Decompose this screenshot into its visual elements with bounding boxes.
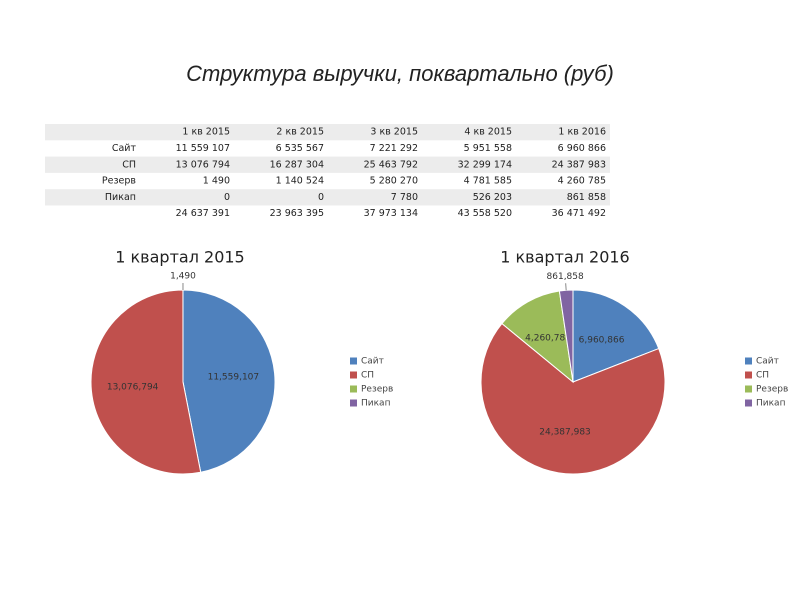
table-cell: 7 221 292 bbox=[370, 143, 418, 154]
page-title: Структура выручки, поквартально (руб) bbox=[186, 61, 614, 86]
data-label: 4,260,785 bbox=[525, 333, 571, 343]
data-label: 6,960,866 bbox=[579, 336, 625, 346]
table-cell: 1 490 bbox=[203, 176, 230, 187]
data-label: 24,387,983 bbox=[539, 427, 591, 437]
data-label: 11,559,107 bbox=[208, 373, 260, 383]
table-total: 23 963 395 bbox=[270, 208, 324, 219]
table-header: 1 кв 2016 bbox=[558, 127, 606, 138]
legend-label: СП bbox=[756, 371, 769, 381]
legend-swatch bbox=[745, 372, 752, 379]
table-cell: 5 951 558 bbox=[464, 143, 512, 154]
table-cell: 5 280 270 bbox=[370, 176, 418, 187]
table-cell: 0 bbox=[224, 192, 230, 203]
table-header: 1 кв 2015 bbox=[182, 127, 230, 138]
legend-label: Резерв bbox=[361, 385, 393, 395]
table-row-label: Сайт bbox=[112, 143, 137, 154]
chart-title: 1 квартал 2015 bbox=[115, 248, 244, 267]
table-total: 37 973 134 bbox=[364, 208, 418, 219]
legend-label: Сайт bbox=[756, 357, 779, 367]
legend-swatch bbox=[745, 400, 752, 407]
table-header: 2 кв 2015 bbox=[276, 127, 324, 138]
legend-swatch bbox=[745, 358, 752, 365]
table-cell: 4 260 785 bbox=[558, 176, 606, 187]
table-cell: 4 781 585 bbox=[464, 176, 512, 187]
table-row-label: Резерв bbox=[102, 176, 137, 187]
table-total: 43 558 520 bbox=[458, 208, 512, 219]
table-header: 4 кв 2015 bbox=[464, 127, 512, 138]
legend-swatch bbox=[350, 372, 357, 379]
data-label: 13,076,794 bbox=[107, 382, 159, 392]
legend-label: СП bbox=[361, 371, 374, 381]
table-row-bg bbox=[45, 124, 610, 140]
table-total: 24 637 391 bbox=[176, 208, 230, 219]
legend-swatch bbox=[745, 386, 752, 393]
legend-swatch bbox=[350, 358, 357, 365]
legend-swatch bbox=[350, 386, 357, 393]
legend-swatch bbox=[350, 400, 357, 407]
table-cell: 861 858 bbox=[567, 192, 606, 203]
table-cell: 13 076 794 bbox=[176, 159, 230, 170]
table-cell: 526 203 bbox=[473, 192, 512, 203]
data-label: 861,858 bbox=[547, 272, 584, 282]
table-header: 3 кв 2015 bbox=[370, 127, 418, 138]
table-row-label: Пикап bbox=[105, 192, 136, 203]
table-cell: 7 780 bbox=[391, 192, 418, 203]
leader-line bbox=[566, 283, 567, 290]
table-cell: 6 960 866 bbox=[558, 143, 606, 154]
table-cell: 16 287 304 bbox=[270, 159, 324, 170]
table-cell: 11 559 107 bbox=[176, 143, 230, 154]
legend-label: Пикап bbox=[756, 399, 786, 409]
table-cell: 25 463 792 bbox=[364, 159, 418, 170]
legend-label: Пикап bbox=[361, 399, 391, 409]
table-cell: 32 299 174 bbox=[458, 159, 512, 170]
table-row-label: СП bbox=[122, 159, 136, 170]
data-label: 1,490 bbox=[170, 272, 196, 282]
table-cell: 6 535 567 bbox=[276, 143, 324, 154]
chart-title: 1 квартал 2016 bbox=[500, 248, 629, 267]
legend-label: Резерв bbox=[756, 385, 788, 395]
table-total: 36 471 492 bbox=[552, 208, 606, 219]
legend-label: Сайт bbox=[361, 357, 384, 367]
table-cell: 1 140 524 bbox=[276, 176, 324, 187]
table-cell: 24 387 983 bbox=[552, 159, 606, 170]
table-cell: 0 bbox=[318, 192, 324, 203]
